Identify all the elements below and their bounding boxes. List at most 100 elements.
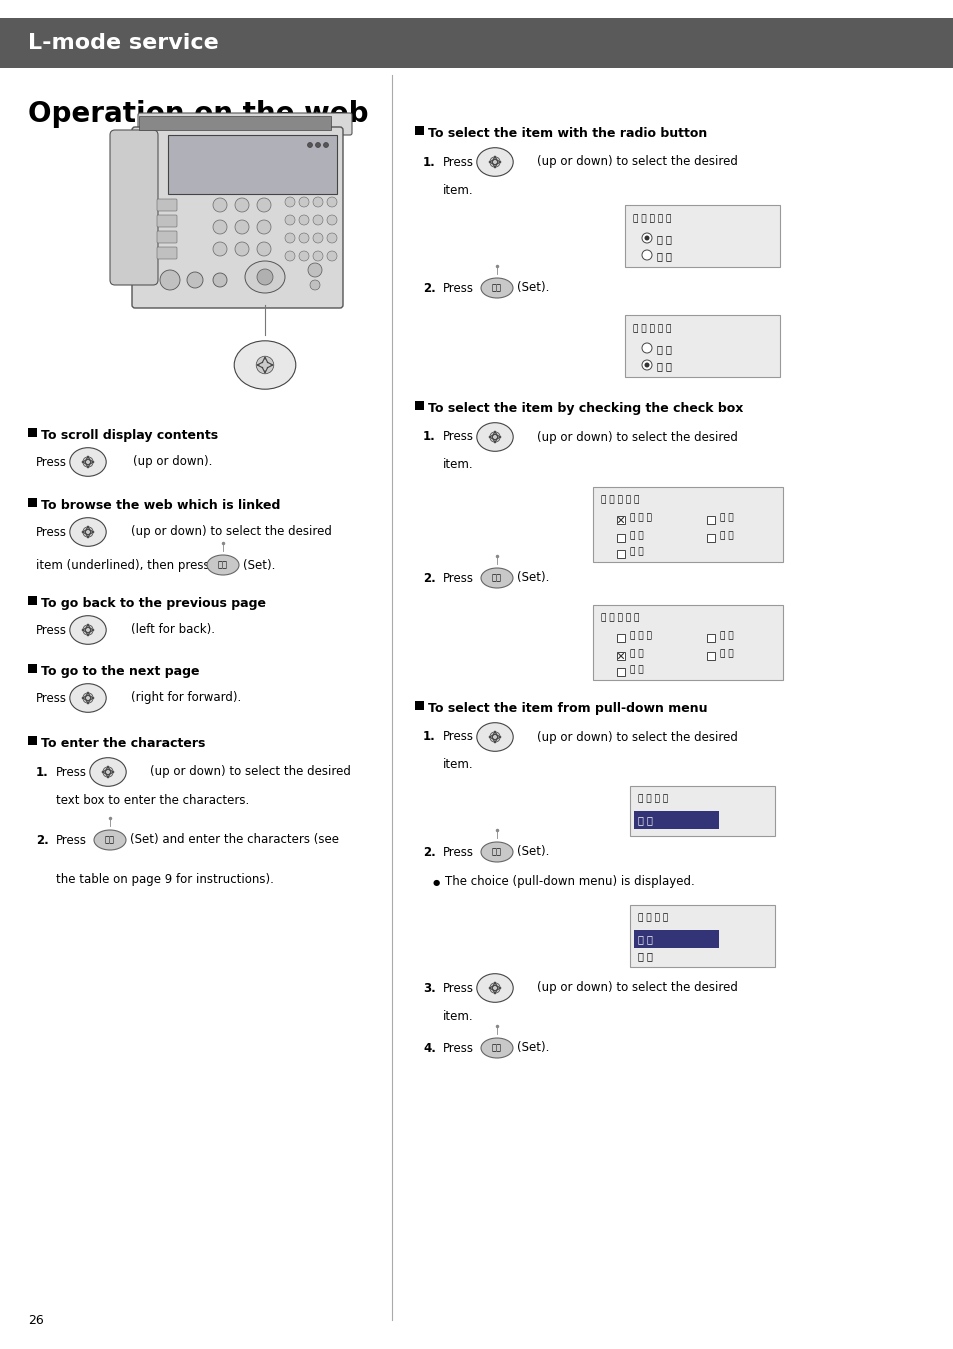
FancyBboxPatch shape: [138, 113, 352, 135]
Ellipse shape: [476, 974, 513, 1002]
Circle shape: [308, 263, 322, 277]
Text: 男 性: 男 性: [657, 344, 671, 353]
Text: 男 性: 男 性: [657, 233, 671, 244]
FancyBboxPatch shape: [706, 634, 714, 642]
Text: To select the item with the radio button: To select the item with the radio button: [428, 127, 706, 140]
Text: 1.: 1.: [422, 731, 436, 743]
Circle shape: [313, 214, 323, 225]
FancyBboxPatch shape: [629, 905, 774, 967]
Circle shape: [298, 197, 309, 206]
Text: (up or down).: (up or down).: [132, 456, 213, 468]
FancyBboxPatch shape: [617, 634, 624, 642]
FancyBboxPatch shape: [629, 786, 774, 836]
Circle shape: [641, 250, 651, 260]
Text: Operation on the web: Operation on the web: [28, 100, 368, 128]
Text: To enter the characters: To enter the characters: [41, 737, 205, 750]
Text: 性 別 は ？: 性 別 は ？: [638, 913, 667, 921]
Text: Press: Press: [56, 765, 87, 778]
Text: 関 東: 関 東: [629, 546, 643, 556]
FancyBboxPatch shape: [157, 214, 177, 227]
Text: To select the item from pull-down menu: To select the item from pull-down menu: [428, 701, 707, 715]
Circle shape: [489, 156, 499, 167]
Circle shape: [310, 281, 319, 290]
FancyBboxPatch shape: [624, 316, 780, 376]
Circle shape: [644, 363, 649, 367]
Circle shape: [234, 241, 249, 256]
Ellipse shape: [476, 723, 513, 751]
Text: To select the item by checking the check box: To select the item by checking the check…: [428, 402, 742, 415]
FancyBboxPatch shape: [0, 18, 953, 67]
FancyBboxPatch shape: [415, 700, 423, 710]
Text: (up or down) to select the desired: (up or down) to select the desired: [537, 430, 737, 444]
Circle shape: [83, 457, 93, 467]
Text: 女 性: 女 性: [657, 251, 671, 260]
Ellipse shape: [70, 615, 106, 645]
Text: 男 性: 男 性: [638, 815, 652, 826]
FancyBboxPatch shape: [706, 517, 714, 523]
Text: 性 別 を 選 ぶ: 性 別 を 選 ぶ: [633, 324, 671, 333]
Circle shape: [285, 233, 294, 243]
Circle shape: [83, 527, 93, 537]
Text: item.: item.: [442, 1009, 473, 1023]
Text: Press: Press: [36, 692, 67, 704]
Text: 決定: 決定: [105, 835, 115, 844]
Text: Press: Press: [442, 155, 474, 169]
Text: text box to enter the characters.: text box to enter the characters.: [56, 793, 249, 807]
Text: 男 性: 男 性: [638, 934, 652, 944]
FancyBboxPatch shape: [617, 550, 624, 558]
Text: To go back to the previous page: To go back to the previous page: [41, 598, 266, 610]
Circle shape: [285, 197, 294, 206]
Circle shape: [327, 197, 336, 206]
Text: 女 性: 女 性: [657, 362, 671, 371]
Circle shape: [83, 625, 93, 635]
Text: 東 北: 東 北: [629, 532, 643, 540]
Text: 北 海 道: 北 海 道: [629, 631, 651, 639]
Text: 決定: 決定: [492, 573, 501, 583]
FancyBboxPatch shape: [168, 135, 336, 194]
Text: 2.: 2.: [422, 572, 436, 584]
Text: item.: item.: [442, 459, 473, 472]
Circle shape: [489, 731, 499, 742]
Circle shape: [489, 983, 499, 993]
Text: 性 別 を 選 ぶ: 性 別 を 選 ぶ: [633, 214, 671, 223]
Circle shape: [160, 270, 180, 290]
Circle shape: [641, 360, 651, 370]
Circle shape: [83, 693, 93, 703]
Text: (Set).: (Set).: [517, 282, 549, 294]
Ellipse shape: [480, 278, 513, 298]
Circle shape: [327, 233, 336, 243]
Ellipse shape: [480, 842, 513, 862]
FancyBboxPatch shape: [28, 664, 37, 673]
Text: Press: Press: [442, 572, 474, 584]
FancyBboxPatch shape: [28, 498, 37, 506]
Text: 大 阪: 大 阪: [720, 649, 733, 658]
FancyBboxPatch shape: [634, 811, 719, 830]
Text: (up or down) to select the desired: (up or down) to select the desired: [131, 526, 332, 538]
Text: (Set).: (Set).: [517, 572, 549, 584]
Text: 1.: 1.: [422, 155, 436, 169]
Circle shape: [213, 272, 227, 287]
Circle shape: [285, 214, 294, 225]
Circle shape: [315, 143, 320, 147]
Text: 関 東: 関 東: [629, 665, 643, 674]
Text: 東 京: 東 京: [720, 513, 733, 522]
Text: 26: 26: [28, 1314, 44, 1326]
Circle shape: [256, 220, 271, 233]
Text: To go to the next page: To go to the next page: [41, 665, 199, 679]
Circle shape: [313, 233, 323, 243]
Ellipse shape: [480, 1037, 513, 1058]
Text: 決定: 決定: [492, 847, 501, 857]
Text: 大 阪: 大 阪: [720, 532, 733, 540]
FancyBboxPatch shape: [593, 487, 782, 563]
Circle shape: [256, 241, 271, 256]
Text: Press: Press: [36, 623, 67, 637]
Circle shape: [103, 766, 113, 777]
FancyBboxPatch shape: [157, 231, 177, 243]
Ellipse shape: [70, 518, 106, 546]
Text: item (underlined), then press: item (underlined), then press: [36, 558, 210, 572]
Circle shape: [641, 233, 651, 243]
Text: Press: Press: [442, 731, 474, 743]
FancyBboxPatch shape: [110, 130, 158, 285]
Text: (Set).: (Set).: [517, 846, 549, 858]
FancyBboxPatch shape: [132, 127, 343, 308]
